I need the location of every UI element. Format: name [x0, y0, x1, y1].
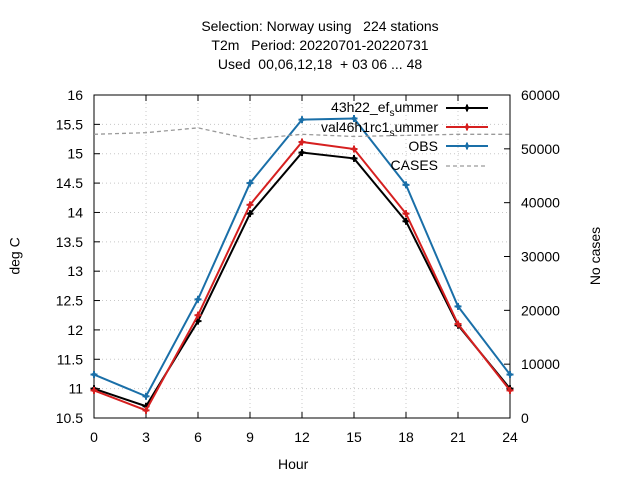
x-tick-label: 3 [142, 429, 150, 445]
legend-label-2: val46h1rc1summer [320, 119, 438, 139]
legend-label-1: 43h22_efsummer [331, 99, 438, 119]
y-tick-label: 12 [67, 322, 83, 338]
series-2-point-dot [196, 313, 200, 318]
y2-tick-label: 20000 [521, 302, 560, 318]
series-3-point-dot [456, 304, 460, 309]
y-tick-label: 11 [68, 381, 83, 397]
y-tick-label: 13 [67, 263, 83, 279]
series-1-point-dot [352, 156, 356, 161]
y-tick-label: 13.5 [56, 234, 83, 250]
x-tick-label: 6 [194, 429, 202, 445]
x-tick-label: 12 [294, 429, 310, 445]
legend-label-3: OBS [408, 138, 438, 154]
y-tick-label: 11.5 [57, 351, 83, 367]
series-3-point-dot [92, 372, 96, 377]
legend-marker-dot-3 [465, 144, 469, 148]
series-3-point-dot [248, 181, 252, 186]
y-tick-label: 15 [67, 146, 83, 162]
series-2-point-dot [404, 211, 408, 216]
y-tick-label: 15.5 [56, 116, 83, 132]
y-tick-label: 14 [67, 204, 83, 220]
series-2-point-dot [300, 139, 304, 144]
series-1-point-dot [300, 150, 304, 155]
series-2-point-dot [92, 388, 96, 393]
x-tick-label: 9 [246, 429, 254, 445]
y2-axis-label: No cases [587, 226, 604, 286]
x-tick-label: 24 [502, 429, 518, 445]
legend-entry-2: val46h1rc1summer [238, 119, 438, 139]
series-3-point-dot [404, 182, 408, 187]
legend-entry-3: OBS [238, 138, 438, 154]
y-tick-label: 16 [67, 87, 83, 103]
y-axis-label: deg C [6, 237, 23, 275]
series-3-point-dot [144, 394, 148, 399]
title-line-2: T2m Period: 20220701-20220731 [211, 37, 429, 53]
y-tick-label: 12.5 [56, 293, 83, 309]
y2-tick-label: 0 [521, 410, 529, 426]
y-tick-label: 14.5 [56, 175, 83, 191]
series-2-point-dot [144, 408, 148, 413]
x-tick-label: 15 [346, 429, 362, 445]
legend-entry-1: 43h22_efsummer [238, 99, 438, 119]
legend-marker-dot-1 [465, 106, 469, 110]
y-tick-label: 10.5 [56, 410, 83, 426]
series-1-point-dot [248, 211, 252, 216]
y2-tick-label: 10000 [521, 356, 560, 372]
x-axis-label: Hour [278, 456, 309, 472]
x-tick-label: 21 [450, 429, 466, 445]
legend-marker-dot-2 [465, 125, 469, 129]
series-3-point-dot [300, 117, 304, 122]
series-2-point-dot [456, 322, 460, 327]
series-2-point-dot [352, 147, 356, 152]
y2-tick-label: 30000 [521, 249, 560, 265]
series-2-point-dot [508, 388, 512, 393]
x-tick-label: 0 [90, 429, 98, 445]
y2-tick-label: 50000 [521, 141, 560, 157]
series-3-point-dot [508, 372, 512, 377]
title-line-1: Selection: Norway using 224 stations [201, 18, 439, 34]
series-3-point-dot [352, 116, 356, 121]
series-1-point-dot [404, 219, 408, 224]
series-1-point-dot [196, 319, 200, 324]
title-line-3: Used 00,06,12,18 + 03 06 ... 48 [217, 56, 423, 72]
series-3-point-dot [196, 297, 200, 302]
series-2-point-dot [248, 202, 252, 207]
legend-label-4: CASES [390, 157, 438, 173]
y2-tick-label: 40000 [521, 195, 560, 211]
x-tick-label: 18 [398, 429, 414, 445]
series-line-2 [93, 140, 511, 412]
legend-entry-4: CASES [238, 157, 438, 173]
y2-tick-label: 60000 [521, 87, 560, 103]
